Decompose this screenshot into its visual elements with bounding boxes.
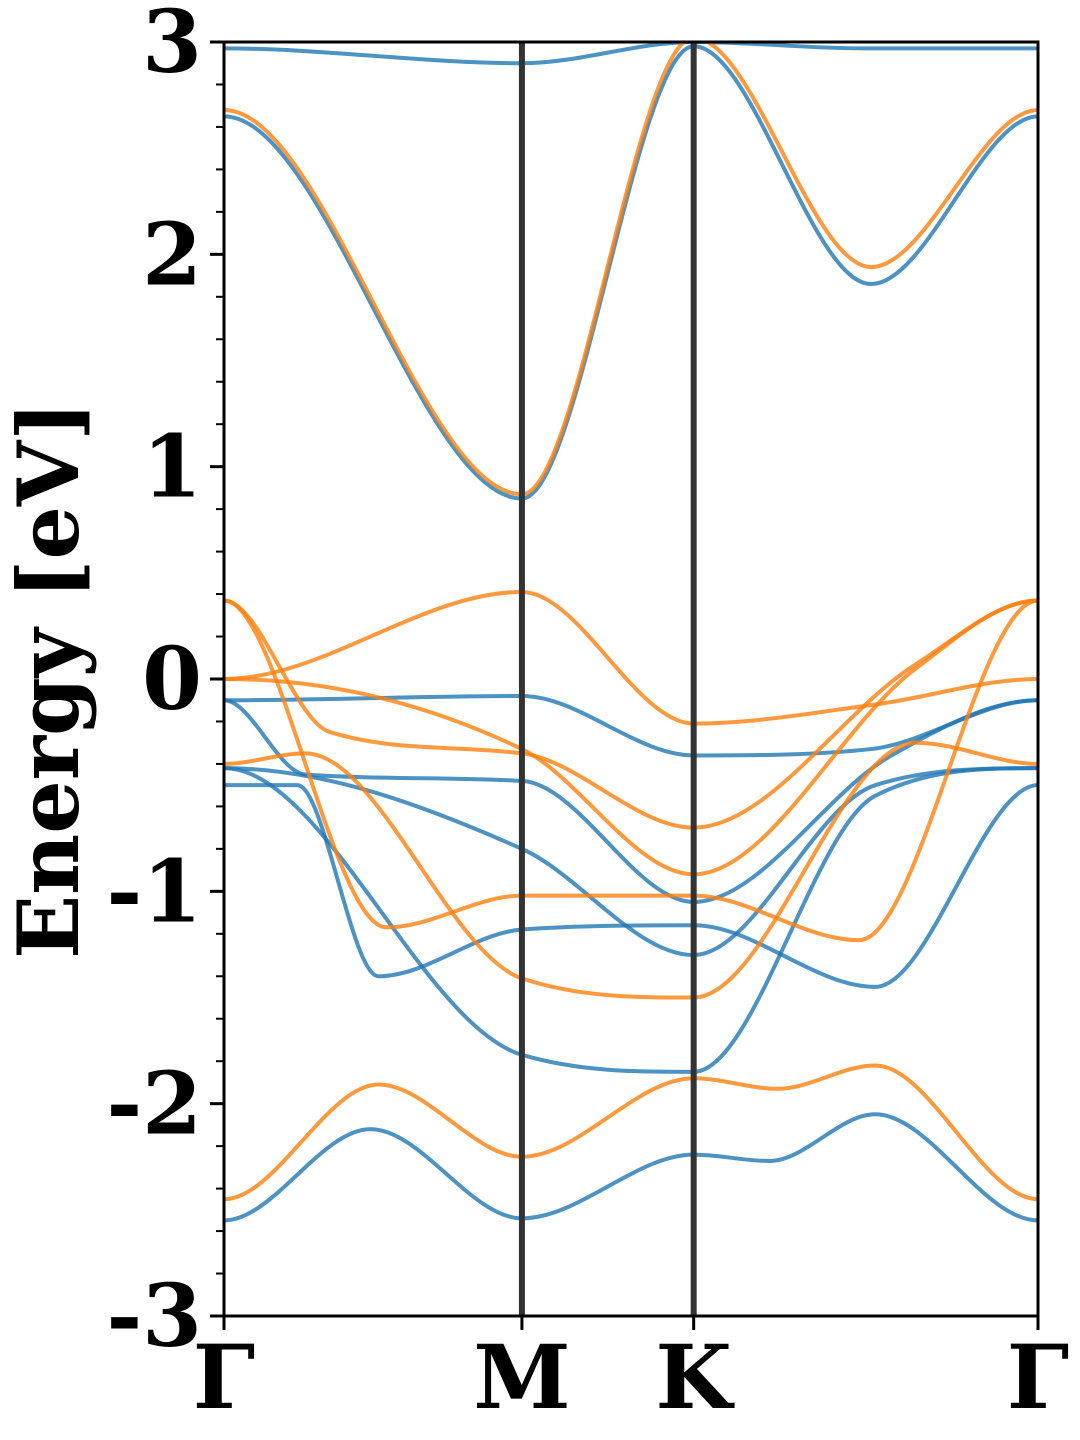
y-axis-label: Energy [eV]	[0, 401, 98, 959]
plot-frame	[222, 40, 1040, 1318]
y-tick-label: 0	[142, 629, 202, 730]
band-line-spin_down-10	[224, 598, 1038, 830]
band-line-spin_up-4	[224, 766, 1038, 958]
y-tick-label: -1	[106, 841, 202, 942]
band-lines	[224, 42, 1038, 1223]
x-tick-label: M	[473, 1325, 570, 1429]
y-tick-label: -3	[106, 1266, 202, 1367]
y-tick-label: -2	[106, 1054, 202, 1155]
band-line-spin_up-5	[224, 783, 1038, 989]
y-tick-label: 1	[142, 417, 202, 518]
x-tick-label: Γ	[1007, 1325, 1069, 1429]
band-line-spin_down-9	[224, 589, 1038, 726]
band-line-spin_down-13	[224, 598, 1038, 943]
band-line-spin_down-12	[224, 740, 1038, 1000]
band-line-spin_up-1	[224, 44, 1038, 501]
band-line-spin_down-8	[224, 42, 1038, 497]
band-line-spin_up-2	[224, 693, 1038, 758]
high-symmetry-lines	[518, 42, 697, 1316]
band-line-spin_up-6	[224, 766, 1038, 1074]
y-axis-ticks: 3 2 1 0 -1 -2 -3	[106, 0, 224, 1367]
x-tick-label: Γ	[193, 1325, 255, 1429]
band-line-spin_down-14	[224, 1063, 1038, 1202]
y-tick-label: 3	[142, 0, 202, 93]
y-tick-label: 2	[142, 204, 202, 305]
band-line-spin_up-0	[224, 42, 1038, 66]
band-line-spin_up-7	[224, 1112, 1038, 1223]
x-tick-label: K	[655, 1325, 735, 1429]
